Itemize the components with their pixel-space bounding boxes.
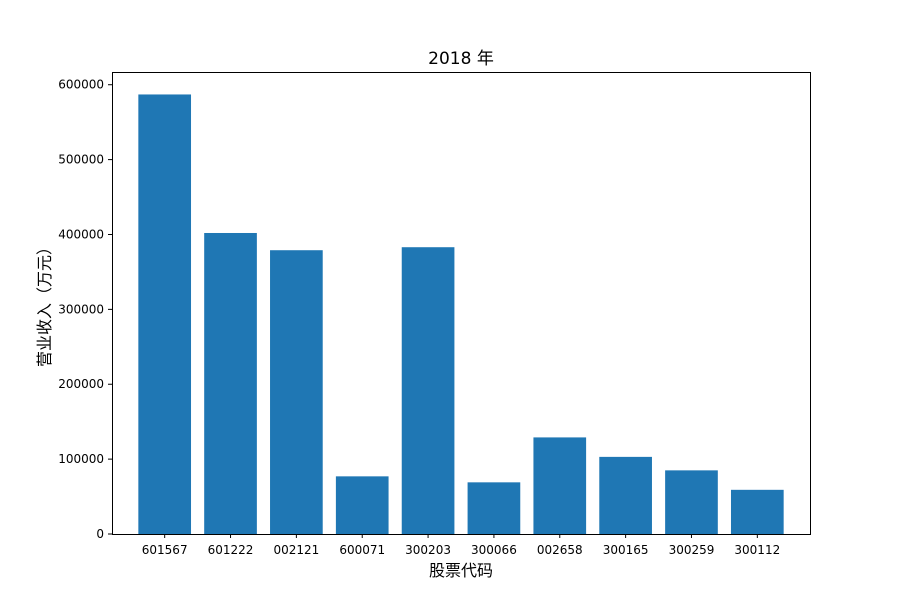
- bar-300165: [599, 456, 652, 534]
- x-tick-label: 300203: [405, 543, 451, 557]
- bar-300203: [401, 247, 455, 534]
- x-tick-label: 002121: [273, 543, 319, 557]
- y-axis-title: 营业收入（万元）: [35, 239, 54, 367]
- plot-area-frame: [112, 72, 811, 535]
- y-axis-ticks: 0 100000 200000 300000 400000 500000 600000: [58, 78, 112, 541]
- y-tick-label: 200000: [58, 377, 104, 391]
- bar-300066: [467, 482, 521, 534]
- y-tick-label: 300000: [58, 302, 104, 316]
- chart-title: 2018 年: [428, 49, 494, 69]
- x-tick-label: 002658: [537, 543, 583, 557]
- x-tick-label: 300165: [603, 543, 649, 557]
- y-tick-label: 100000: [58, 452, 104, 466]
- x-axis-title: 股票代码: [429, 561, 493, 580]
- x-tick-label: 300259: [669, 543, 715, 557]
- x-tick-label: 300066: [471, 543, 517, 557]
- bars-group: [138, 94, 784, 534]
- bar-300112: [730, 489, 784, 534]
- x-tick-label: 601567: [142, 543, 188, 557]
- x-axis-ticks: 601567 601222 002121 600071 300203 300066 0026…: [142, 534, 780, 557]
- x-tick-label: 600071: [339, 543, 385, 557]
- bar-601222: [204, 232, 257, 534]
- bar-002658: [533, 437, 587, 534]
- x-tick-label: 300112: [734, 543, 780, 557]
- bar-601567: [138, 94, 192, 534]
- x-tick-label: 601222: [208, 543, 254, 557]
- bar-002121: [270, 250, 323, 534]
- y-tick-label: 400000: [58, 227, 104, 241]
- y-tick-label: 0: [96, 527, 104, 541]
- y-tick-label: 600000: [58, 78, 104, 92]
- y-tick-label: 500000: [58, 153, 104, 167]
- bar-600071: [335, 476, 389, 534]
- bar-300259: [665, 470, 718, 534]
